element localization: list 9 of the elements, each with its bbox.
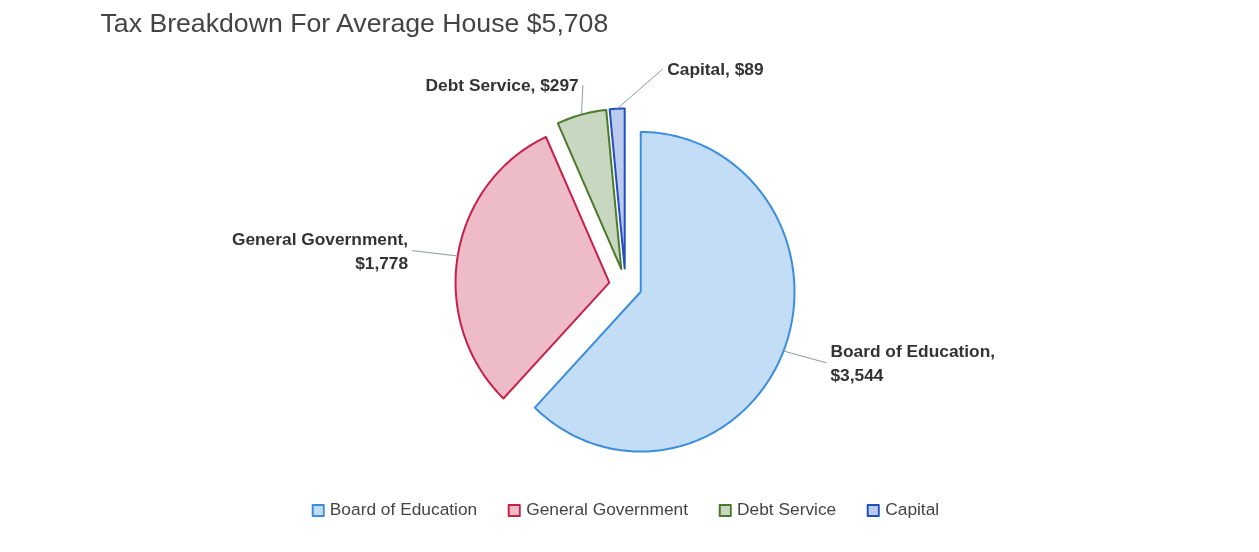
data-label: Debt Service, $297 (425, 75, 579, 96)
data-label: Board of Education, $3,544 (830, 340, 996, 385)
chart-title: Tax Breakdown For Average House $5,708 (100, 7, 609, 38)
data-label: General Government, $1,778 (231, 228, 409, 273)
legend-label: Capital (885, 499, 940, 520)
legend-label: Board of Education (329, 499, 478, 520)
legend-label: Debt Service (737, 499, 837, 520)
data-label: Capital, $89 (667, 58, 764, 79)
legend-label: General Government (526, 499, 689, 520)
